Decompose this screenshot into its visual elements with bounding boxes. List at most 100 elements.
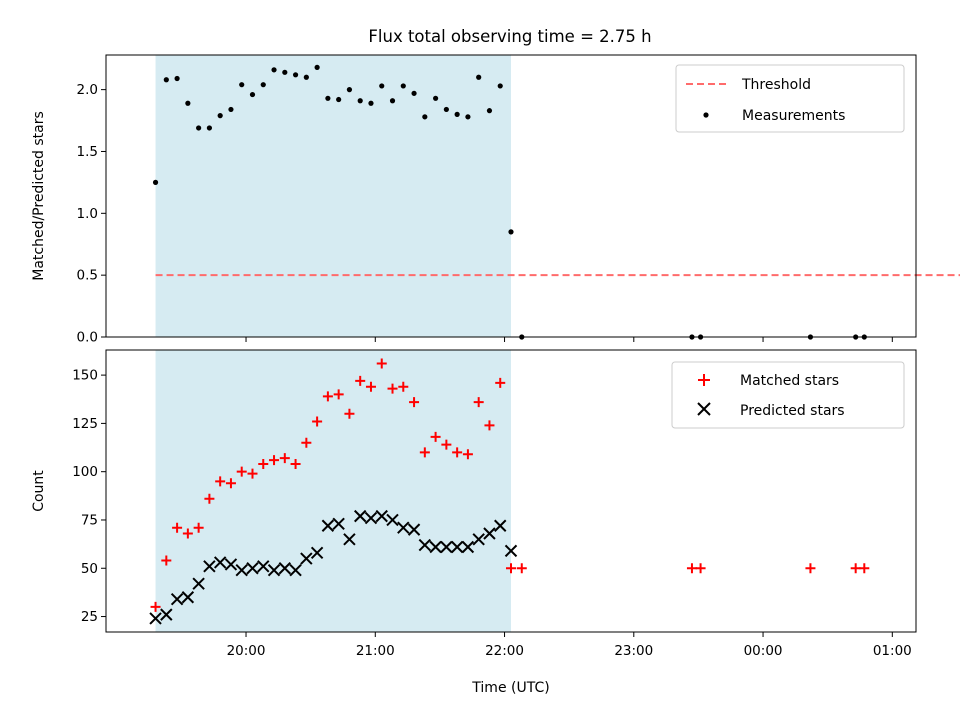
legend-threshold-label: Threshold: [741, 77, 811, 93]
y-tick-label: 25: [81, 609, 98, 625]
matched-star-marker: [301, 437, 312, 448]
matched-star-marker: [247, 468, 258, 479]
measurement-point: [486, 108, 493, 114]
matched-star-marker: [409, 397, 420, 408]
predicted-star-marker: [203, 560, 216, 573]
matched-star-marker: [686, 563, 697, 574]
matched-star-marker: [419, 447, 430, 458]
matched-star-marker: [258, 458, 269, 469]
y-tick-label: 75: [81, 512, 98, 528]
matched-star-marker: [516, 563, 527, 574]
y-tick-label: 1.0: [77, 206, 98, 222]
measurement-point: [325, 95, 331, 101]
matched-star-marker: [506, 563, 516, 574]
measurement-point: [303, 74, 309, 80]
x-tick-label: 21:00: [356, 643, 395, 659]
measurement-point: [465, 114, 471, 120]
predicted-star-marker: [235, 563, 248, 577]
measurement-point: [239, 82, 245, 88]
measurement-point: [400, 83, 406, 89]
matched-star-marker: [452, 447, 463, 458]
predicted-star-marker: [246, 562, 259, 575]
y-tick-label: 0.0: [77, 330, 98, 346]
measurement-point: [508, 229, 514, 235]
legend-box: [671, 361, 905, 429]
matched-star-marker: [495, 377, 506, 388]
measurement-point: [174, 75, 180, 82]
x-tick-label: 01:00: [873, 643, 912, 659]
x-axis-label: Time (UTC): [471, 680, 549, 696]
predicted-star-marker: [386, 513, 399, 527]
measurement-point: [260, 82, 266, 88]
matched-star-marker: [805, 563, 816, 574]
measurement-point: [443, 106, 449, 113]
measurement-point: [185, 100, 191, 106]
legend-predicted-label: Predicted stars: [740, 403, 845, 419]
bottom-legend: Matched stars Predicted stars: [671, 361, 905, 429]
y-tick-label: 150: [72, 368, 98, 384]
matched-star-marker: [193, 522, 204, 533]
matched-star-marker: [850, 563, 861, 574]
matched-star-marker: [225, 478, 236, 489]
matched-star-marker: [150, 601, 161, 612]
observing-interval-shade: [155, 55, 512, 337]
predicted-star-marker: [310, 546, 324, 560]
x-tick-label: 00:00: [744, 643, 783, 659]
legend-matched-swatch: [698, 374, 710, 386]
measurement-point: [314, 64, 320, 70]
matched-star-marker: [355, 375, 366, 386]
legend-measurements-label: Measurements: [742, 108, 845, 124]
matched-star-marker: [215, 476, 226, 487]
measurement-point: [196, 125, 202, 131]
matched-star-marker: [236, 466, 247, 477]
predicted-star-marker: [483, 527, 496, 540]
measurement-point: [282, 69, 288, 75]
y-tick-label: 125: [72, 416, 98, 432]
predicted-star-marker: [192, 577, 205, 590]
matched-star-marker: [441, 439, 452, 450]
bottom-axes-frame: [105, 349, 917, 633]
predicted-star-marker: [321, 519, 335, 532]
legend-measurements-swatch: [703, 112, 709, 118]
matched-star-marker: [322, 391, 333, 402]
predicted-star-marker: [289, 563, 302, 577]
matched-star-marker: [387, 383, 398, 394]
measurement-point: [249, 91, 256, 98]
top-panel: 0.0 0.5 1.0 1.5 2.0 Matched/Predicted stars Th…: [31, 54, 960, 346]
x-tick-label: 20:00: [227, 643, 266, 659]
measurement-point: [411, 90, 417, 96]
predicted-star-marker: [407, 523, 421, 536]
measurement-point: [152, 179, 159, 185]
predicted-star-marker: [278, 562, 292, 575]
figure-title: Flux total observing time = 2.75 h: [368, 27, 651, 46]
matched-star-marker: [473, 397, 484, 408]
predicted-star-marker: [472, 533, 485, 546]
matched-star-marker: [161, 555, 172, 566]
measurement-point: [206, 125, 213, 131]
predicted-star-marker: [440, 540, 453, 554]
measurement-point: [379, 83, 385, 89]
predicted-star-marker: [267, 563, 281, 577]
predicted-star-marker: [149, 612, 162, 625]
predicted-star-marker: [353, 509, 367, 523]
observing-interval-shade: [155, 350, 512, 632]
matched-star-marker: [695, 563, 706, 574]
y-tick-label: 50: [81, 561, 98, 577]
matched-star-marker: [344, 408, 355, 419]
matched-star-marker: [204, 493, 215, 504]
matched-star-marker: [484, 420, 495, 431]
matched-star-marker: [312, 416, 323, 427]
matched-star-marker: [859, 563, 870, 574]
predicted-star-marker: [418, 538, 432, 552]
measurement-point: [389, 98, 396, 104]
matched-star-marker: [398, 381, 409, 392]
y-axis-label: Matched/Predicted stars: [31, 111, 47, 281]
legend-matched-label: Matched stars: [740, 373, 839, 389]
measurement-point: [368, 100, 374, 106]
matched-star-marker: [462, 449, 473, 460]
predicted-star-marker: [224, 558, 238, 571]
legend-predicted-swatch: [697, 402, 711, 416]
y-tick-label: 2.0: [77, 82, 98, 98]
predicted-star-marker: [375, 509, 388, 523]
matched-star-marker: [333, 389, 344, 400]
